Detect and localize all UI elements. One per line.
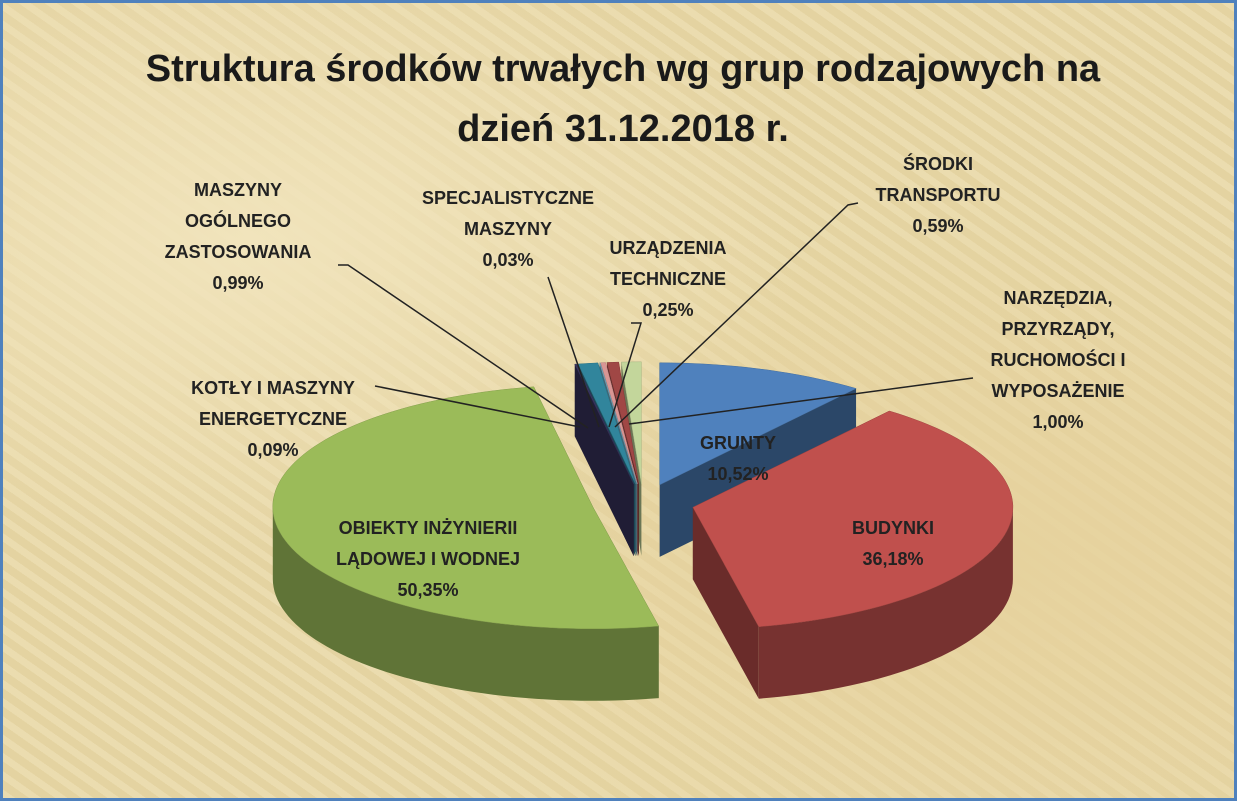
value-label: 50,35% — [397, 580, 459, 600]
leader-line — [628, 377, 974, 425]
slice-side — [576, 364, 634, 557]
data-label: MASZYNY OGÓLNEGO ZASTOSOWANIA 0,99% — [158, 175, 318, 299]
data-label: ŚRODKI TRANSPORTU 0,59% — [858, 149, 1018, 242]
chart-title: Struktura środków trwałych wg grup rodza… — [145, 48, 1101, 150]
category-name: KOTŁY I MASZYNY ENERGETYCZNE — [191, 378, 355, 429]
slice — [606, 361, 640, 484]
slice — [272, 386, 660, 629]
category-name: BUDYNKI — [851, 518, 934, 538]
data-label: KOTŁY I MASZYNY ENERGETYCZNE 0,09% — [158, 373, 388, 466]
value-label: 0,25% — [642, 300, 694, 320]
leader-line — [608, 322, 643, 428]
leader-line — [374, 385, 581, 428]
value-label: 1,00% — [1032, 412, 1084, 432]
leader-line — [614, 202, 859, 428]
category-name: ŚRODKI TRANSPORTU — [875, 154, 1001, 205]
category-name: NARZĘDZIA, PRZYRZĄDY, RUCHOMOŚCI I WYPOS… — [990, 288, 1126, 401]
plot — [272, 202, 1014, 701]
slice-side — [692, 507, 759, 699]
data-label: SPECJALISTYCZNE MASZYNY 0,03% — [403, 183, 613, 276]
slice-wall — [758, 507, 1013, 699]
leader-line — [338, 264, 589, 429]
data-label: URZĄDZENIA TECHNICZNE 0,25% — [583, 233, 753, 326]
category-name: OBIEKTY INŻYNIERII LĄDOWEJ I WODNEJ — [335, 518, 520, 569]
category-name: GRUNTY — [700, 433, 776, 453]
value-label: 36,18% — [862, 549, 924, 569]
data-label: GRUNTY 10,52% — [663, 428, 813, 490]
slice — [577, 362, 636, 485]
data-label: OBIEKTY INŻYNIERII LĄDOWEJ I WODNEJ 50,35… — [303, 513, 553, 606]
slice — [692, 410, 1014, 627]
value-label: 0,09% — [247, 440, 299, 460]
category-name: MASZYNY OGÓLNEGO ZASTOSOWANIA — [164, 180, 312, 262]
value-label: 0,59% — [912, 216, 964, 236]
slice — [574, 363, 634, 485]
value-label: 0,03% — [482, 250, 534, 270]
value-label: 0,99% — [212, 273, 264, 293]
category-name: URZĄDZENIA TECHNICZNE — [609, 238, 727, 289]
category-name: SPECJALISTYCZNE MASZYNY — [421, 188, 595, 239]
slice — [659, 362, 857, 486]
slice-wall — [272, 506, 659, 701]
data-label: BUDYNKI 36,18% — [813, 513, 973, 575]
value-label: 10,52% — [707, 464, 769, 484]
data-label: NARZĘDZIA, PRZYRZĄDY, RUCHOMOŚCI I WYPOS… — [968, 283, 1148, 438]
leader-line — [547, 276, 600, 428]
